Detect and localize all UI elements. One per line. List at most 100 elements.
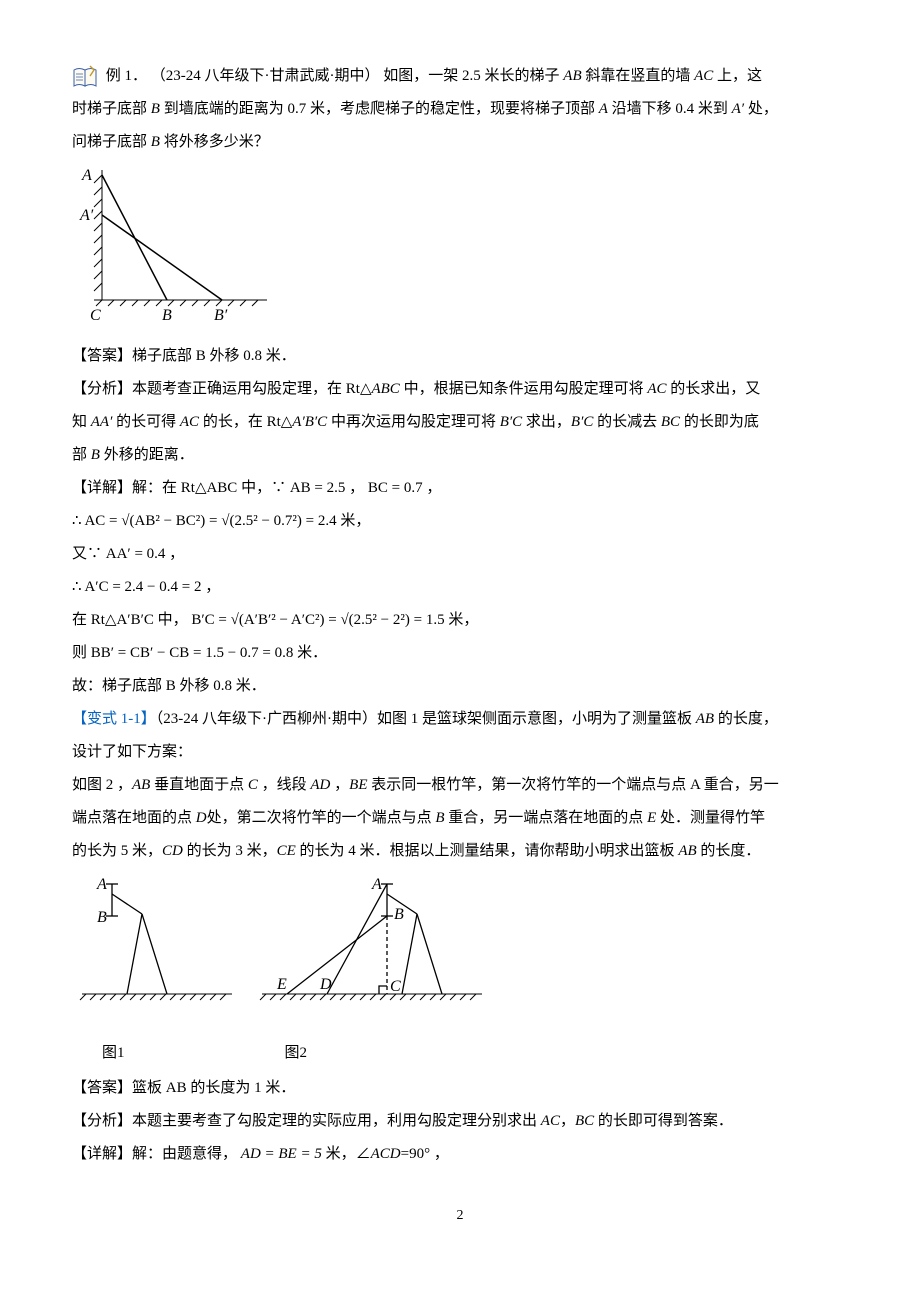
answer1: 【答案】梯子底部 B 外移 0.8 米．: [72, 340, 848, 373]
variant1-line3: 如图 2 ，AB 垂直地面于点 C ，线段 AD ，BE 表示同一根竹竿，第一次…: [72, 769, 848, 802]
example1-line2: 时梯子底部 B 到墙底端的距离为 0.7 米，考虑爬梯子的稳定性，现要将梯子顶部…: [72, 93, 848, 126]
t: 如图 1 是篮球架侧面示意图，小明为了测量篮板: [377, 711, 696, 727]
t: 的长即可得到答案．: [594, 1113, 733, 1129]
m: B: [91, 447, 100, 463]
t: 的长可得: [112, 414, 180, 430]
detail1-l5: 在 Rt△A′B′C 中， B′C = √(A′B′² − A′C²) = √(…: [72, 604, 848, 637]
t: ，: [330, 777, 349, 793]
t: 的长度，: [714, 711, 778, 727]
t: ，: [560, 1113, 575, 1129]
variant-source: （23-24 八年级下·广西柳州·期中）: [156, 711, 377, 727]
label-Aprime: A′: [79, 207, 94, 224]
example1-line3: 问梯子底部 B 将外移多少米？: [72, 126, 848, 159]
figure-captions: 图1 图2: [102, 1037, 848, 1070]
variant1-line1: 【变式 1-1】（23-24 八年级下·广西柳州·期中）如图 1 是篮球架侧面示…: [72, 703, 848, 736]
t: 处，第二次将竹竿的一个端点与点: [207, 810, 436, 826]
t: 的长为 3 米，: [183, 843, 277, 859]
detail2: 【详解】解：由题意得， AD = BE = 5 米，∠ACD=90° ，: [72, 1138, 848, 1171]
variant1-line2: 设计了如下方案：: [72, 736, 848, 769]
t: 的长为 4 米．根据以上测量结果，请你帮助小明求出篮板: [296, 843, 679, 859]
eq: 解：在 Rt△ABC 中，∵ AB = 2.5 ， BC = 0.7 ，: [132, 480, 441, 496]
label-A: A: [81, 167, 92, 184]
var-B: B: [151, 101, 160, 117]
t: 处，: [744, 101, 778, 117]
t: 中，根据已知条件运用勾股定理可将: [400, 381, 648, 397]
t: 的长即为底: [680, 414, 759, 430]
m: AB: [678, 843, 696, 859]
m: CD: [162, 843, 183, 859]
t: 外移的距离．: [100, 447, 194, 463]
t: =90° ，: [401, 1146, 449, 1162]
variant-tag: 【变式 1-1】: [72, 711, 156, 727]
t: 问梯子底部: [72, 134, 151, 150]
var-AB: AB: [563, 68, 581, 84]
m: AC: [647, 381, 666, 397]
m: AD = BE = 5: [241, 1146, 322, 1162]
answer-tag: 【答案】: [72, 348, 132, 364]
m: AB: [696, 711, 714, 727]
t: 的长度．: [697, 843, 761, 859]
example-label: 例 1．: [106, 68, 147, 84]
caption-fig1: 图1: [102, 1037, 125, 1070]
t: 的长求出，又: [667, 381, 761, 397]
detail1-l1: 【详解】解：在 Rt△ABC 中，∵ AB = 2.5 ， BC = 0.7 ，: [72, 472, 848, 505]
analysis1-line1: 【分析】本题考查正确运用勾股定理，在 Rt△ABC 中，根据已知条件运用勾股定理…: [72, 373, 848, 406]
detail1-l3: 又∵ AA′ = 0.4 ，: [72, 538, 848, 571]
t: 的长减去: [593, 414, 661, 430]
caption-fig2: 图2: [285, 1037, 308, 1070]
m: B′C: [500, 414, 522, 430]
answer-text: 篮板 AB 的长度为 1 米．: [132, 1080, 295, 1096]
t: 斜靠在竖直的墙: [582, 68, 695, 84]
m: AA′: [91, 414, 113, 430]
t: 如图，一架 2.5 米长的梯子: [383, 68, 563, 84]
analysis-tag: 【分析】: [72, 381, 132, 397]
label-B: B: [162, 307, 172, 324]
m: E: [647, 810, 656, 826]
page-number: 2: [72, 1201, 848, 1232]
example1-line1: 例 1． （23-24 八年级下·甘肃武威·期中） 如图，一架 2.5 米长的梯…: [72, 60, 848, 93]
m: D: [196, 810, 207, 826]
t: 知: [72, 414, 91, 430]
m: B′C: [571, 414, 593, 430]
t: 重合，另一端点落在地面的点: [445, 810, 648, 826]
fig2-A: A: [371, 876, 382, 893]
label-Bprime: B′: [214, 307, 228, 324]
m: BC: [575, 1113, 594, 1129]
variant1-line5: 的长为 5 米，CD 的长为 3 米，CE 的长为 4 米．根据以上测量结果，请…: [72, 835, 848, 868]
var-AC: AC: [694, 68, 713, 84]
t: 中再次运用勾股定理可将: [327, 414, 500, 430]
detail-tag: 【详解】: [72, 1146, 132, 1162]
detail1-l4: ∴ A′C = 2.4 − 0.4 = 2 ，: [72, 571, 848, 604]
detail1-l2: ∴ AC = √(AB² − BC²) = √(2.5² − 0.7²) = 2…: [72, 505, 848, 538]
detail1-l6: 则 BB′ = CB′ − CB = 1.5 − 0.7 = 0.8 米．: [72, 637, 848, 670]
var-Aprime: A′: [732, 101, 744, 117]
t: ，线段: [258, 777, 311, 793]
answer-tag: 【答案】: [72, 1080, 132, 1096]
t: 处．测量得竹竿: [656, 810, 765, 826]
t: 的长为 5 米，: [72, 843, 162, 859]
t: 米，∠: [322, 1146, 371, 1162]
t: 部: [72, 447, 91, 463]
label-C: C: [90, 307, 101, 324]
variant1-line4: 端点落在地面的点 D处，第二次将竹竿的一个端点与点 B 重合，另一端点落在地面的…: [72, 802, 848, 835]
fig2-C: C: [390, 978, 401, 995]
analysis1-line2: 知 AA′ 的长可得 AC 的长，在 Rt△A′B′C 中再次运用勾股定理可将 …: [72, 406, 848, 439]
detail-tag: 【详解】: [72, 480, 132, 496]
t: 本题主要考查了勾股定理的实际应用，利用勾股定理分别求出: [132, 1113, 541, 1129]
t: 将外移多少米？: [160, 134, 269, 150]
analysis2: 【分析】本题主要考查了勾股定理的实际应用，利用勾股定理分别求出 AC，BC 的长…: [72, 1105, 848, 1138]
t: 的长，在 Rt△: [199, 414, 292, 430]
fig1-B: B: [97, 909, 107, 926]
analysis-tag: 【分析】: [72, 1113, 132, 1129]
fig2-E: E: [276, 976, 287, 993]
t: 求出，: [522, 414, 571, 430]
m: B: [435, 810, 444, 826]
m: BC: [661, 414, 680, 430]
m: AD: [310, 777, 330, 793]
var-B: B: [151, 134, 160, 150]
t: 时梯子底部: [72, 101, 151, 117]
t: 表示同一根竹竿，第一次将竹竿的一个端点与点 A 重合，另一: [367, 777, 778, 793]
m: CE: [277, 843, 296, 859]
fig2-B: B: [394, 906, 404, 923]
fig1-A: A: [96, 876, 107, 893]
